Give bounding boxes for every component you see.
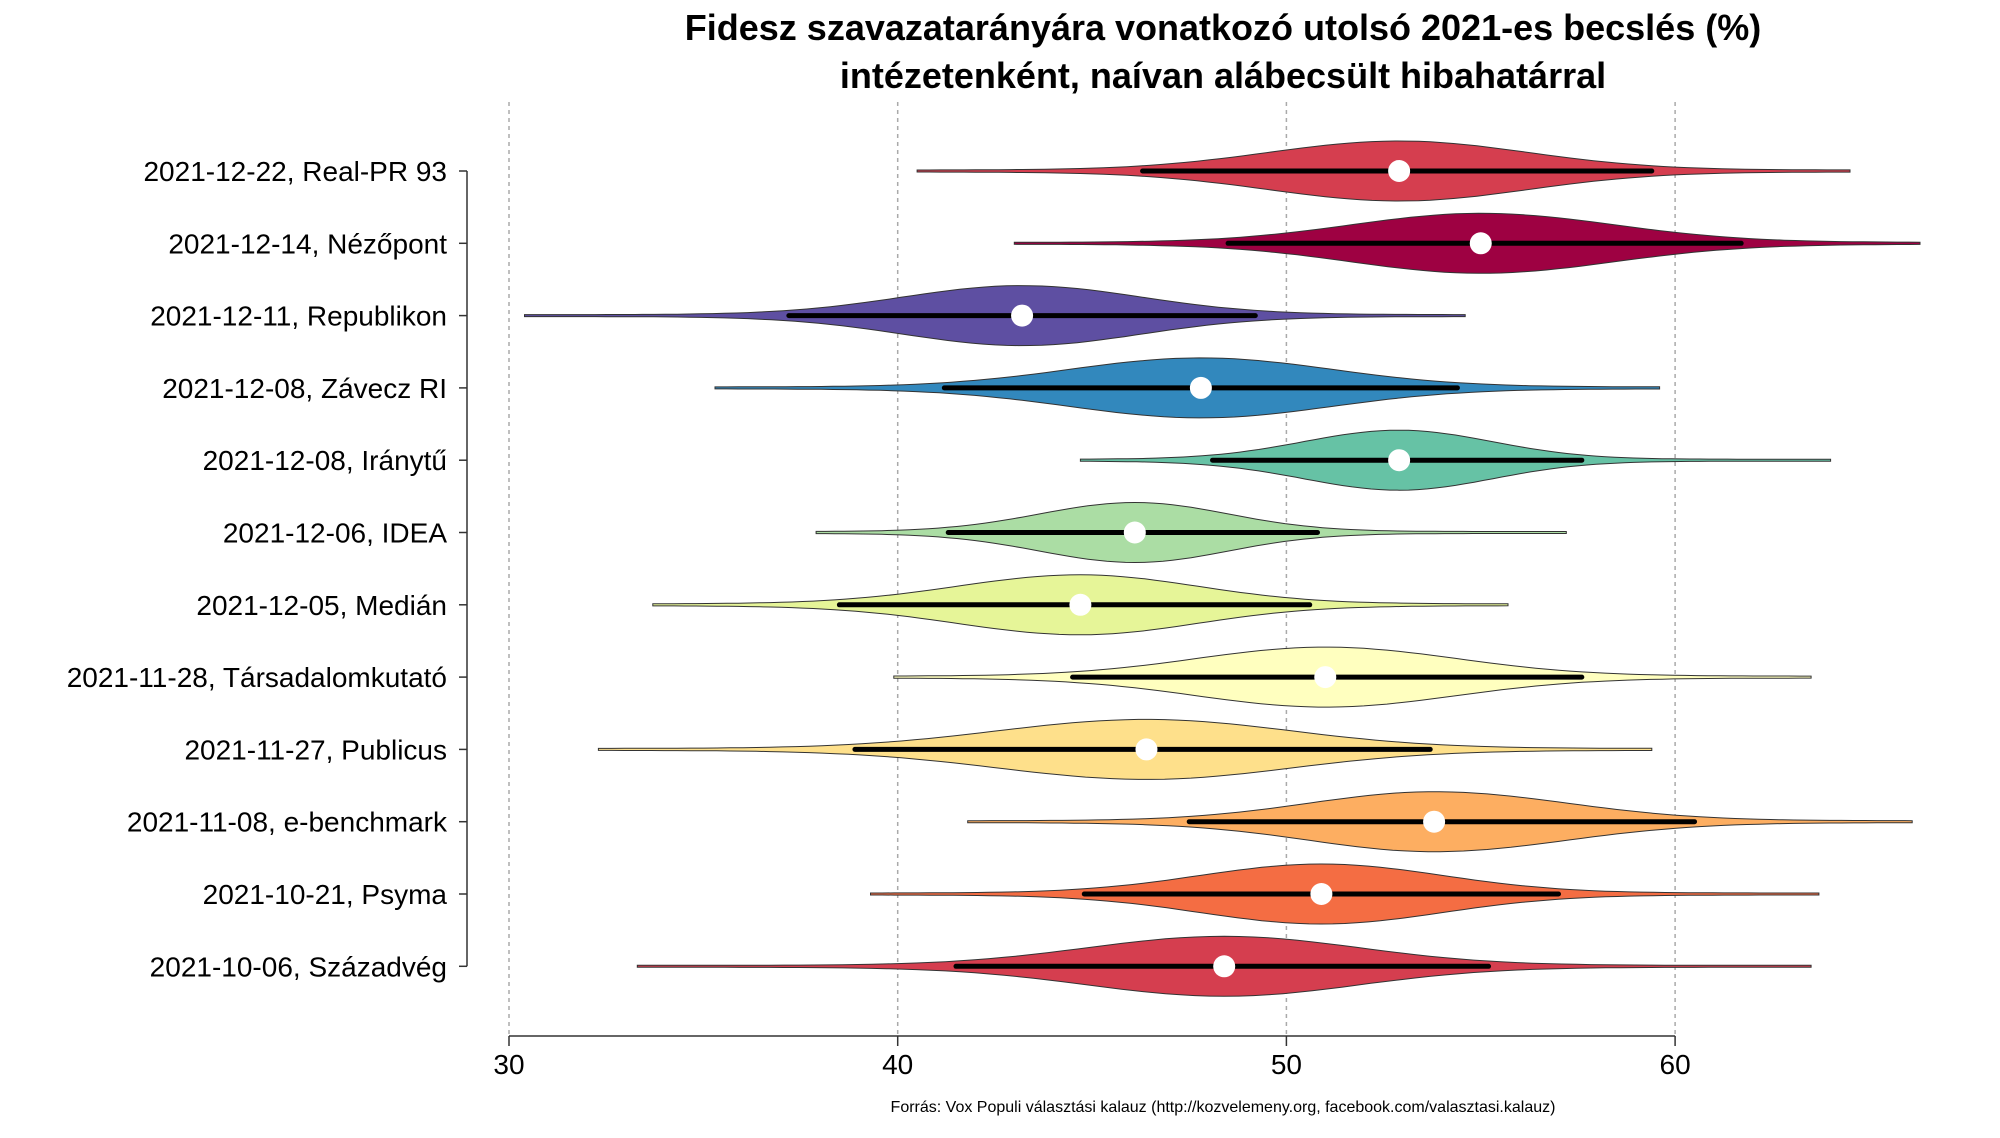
y-tick-label: 2021-10-21, Psyma bbox=[203, 879, 448, 910]
median-point bbox=[1388, 160, 1411, 182]
source-caption: Forrás: Vox Populi választási kalauz (ht… bbox=[891, 1099, 1556, 1116]
y-tick-label: 2021-11-27, Publicus bbox=[184, 734, 447, 765]
median-point bbox=[1213, 955, 1236, 978]
y-tick-label: 2021-11-28, Társadalomkutató bbox=[67, 662, 447, 693]
y-tick-label: 2021-11-08, e-benchmark bbox=[127, 807, 448, 838]
median-point bbox=[1123, 521, 1146, 544]
x-tick-label: 30 bbox=[493, 1049, 524, 1080]
y-tick-label: 2021-10-06, Századvég bbox=[150, 951, 447, 982]
y-tick-label: 2021-12-08, Iránytű bbox=[203, 445, 447, 476]
y-axis: 2021-12-22, Real-PR 93 2021-12-14, Nézőpo… bbox=[67, 156, 468, 982]
chart-title-line-2: intézetenként, naívan alábecsült hibahat… bbox=[840, 55, 1606, 96]
x-tick-label: 60 bbox=[1660, 1049, 1691, 1080]
y-tick-label: 2021-12-11, Republikon bbox=[150, 301, 447, 332]
grid-lines bbox=[508, 102, 1676, 1036]
y-tick-label: 2021-12-14, Nézőpont bbox=[168, 228, 447, 259]
y-tick-label: 2021-12-06, IDEA bbox=[223, 518, 447, 549]
y-tick-label: 2021-12-22, Real-PR 93 bbox=[143, 156, 447, 187]
y-tick-label: 2021-12-05, Medián bbox=[196, 590, 447, 621]
x-tick-label: 50 bbox=[1271, 1049, 1302, 1080]
median-point bbox=[1069, 593, 1092, 616]
median-point bbox=[1314, 666, 1337, 689]
x-tick-label: 40 bbox=[882, 1049, 913, 1080]
violins bbox=[524, 140, 1921, 997]
chart-title-line-1: Fidesz szavazatarányára vonatkozó utolsó… bbox=[685, 7, 1761, 48]
median-point bbox=[1011, 304, 1034, 327]
median-point bbox=[1310, 883, 1333, 905]
median-point bbox=[1423, 810, 1446, 833]
y-tick-label: 2021-12-08, Závecz RI bbox=[162, 373, 447, 404]
x-axis: 30 40 50 60 bbox=[493, 1035, 1691, 1080]
median-point bbox=[1135, 738, 1158, 761]
median-point bbox=[1388, 449, 1411, 472]
median-point bbox=[1469, 232, 1492, 255]
median-point bbox=[1189, 376, 1212, 399]
